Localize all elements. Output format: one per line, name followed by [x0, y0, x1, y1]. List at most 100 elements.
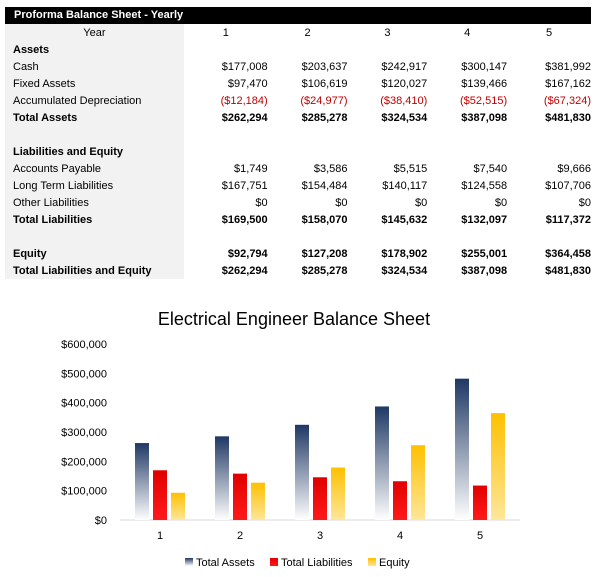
cell-value: $106,619 [301, 77, 348, 90]
row-label: Accounts Payable [5, 160, 184, 177]
bar-total-assets [455, 378, 469, 520]
cell-value: $145,632 [381, 213, 428, 226]
y-tick-label: $0 [95, 515, 107, 527]
cell-value [268, 126, 348, 143]
header-year: 2 [304, 26, 311, 39]
row-label: Cash [5, 58, 184, 75]
table-row: Equity $92,794 $127,208 $178,902 $255,001 $36… [5, 245, 591, 262]
y-tick-label: $500,000 [61, 368, 107, 380]
cell-value: $0 [335, 196, 348, 209]
row-label: Equity [5, 245, 184, 262]
cell-value [268, 143, 348, 160]
row-label: Total Liabilities and Equity [5, 262, 184, 279]
cell-value: $97,470 [227, 77, 268, 90]
cell-value: $364,458 [545, 247, 591, 260]
cell-value: $0 [255, 196, 268, 209]
cell-value: ($38,410) [380, 94, 428, 107]
cell-value: $324,534 [381, 111, 428, 124]
x-tick-label: 5 [477, 530, 483, 542]
header-year: 1 [222, 26, 229, 39]
header-year: 5 [545, 26, 553, 39]
y-tick-label: $600,000 [61, 339, 107, 351]
header-row: Year 1 2 3 4 5 [5, 24, 591, 41]
balance-chart: Electrical Engineer Balance Sheet $0 $100… [61, 309, 520, 569]
table-row [5, 228, 591, 245]
legend-swatch [270, 558, 278, 566]
row-label [5, 228, 184, 245]
cell-value [347, 126, 427, 143]
row-label: Fixed Assets [5, 75, 184, 92]
cell-value: $285,278 [301, 111, 348, 124]
cell-value [507, 228, 591, 245]
cell-value: ($67,324) [543, 94, 591, 107]
sheet-title: Proforma Balance Sheet - Yearly [5, 7, 591, 24]
cell-value: ($24,977) [300, 94, 348, 107]
cell-value: $7,540 [473, 162, 508, 175]
cell-value: $132,097 [461, 213, 508, 226]
x-tick-label: 2 [237, 530, 243, 542]
legend: Total Assets Total Liabilities Equity [185, 557, 410, 569]
cell-value [184, 41, 268, 58]
y-tick-label: $400,000 [61, 398, 107, 410]
cell-value: $178,902 [381, 247, 428, 260]
cell-value: $203,637 [301, 60, 348, 73]
cell-value [347, 228, 427, 245]
table-row: Accounts Payable $1,749 $3,586 $5,515 $7,540… [5, 160, 591, 177]
cell-value: $120,027 [381, 77, 428, 90]
cell-value: $140,117 [382, 179, 428, 192]
bar-equity [331, 467, 345, 520]
cell-value: $177,008 [221, 60, 268, 73]
cell-value: $381,992 [545, 60, 591, 73]
bar-total-assets [295, 424, 309, 520]
legend-swatch [185, 558, 193, 566]
cell-value: $0 [494, 196, 508, 209]
bar-equity [171, 492, 185, 520]
cell-value [507, 143, 591, 160]
table-row: Long Term Liabilities $167,751 $154,484 $14… [5, 177, 591, 194]
x-tick-label: 4 [397, 530, 403, 542]
chart-title: Electrical Engineer Balance Sheet [158, 309, 430, 329]
cell-value [507, 41, 591, 58]
cell-value: $324,534 [381, 264, 428, 277]
cell-value: $167,751 [221, 179, 268, 192]
cell-value: $262,294 [221, 264, 268, 277]
row-label: Liabilities and Equity [5, 143, 184, 160]
cell-value [347, 143, 427, 160]
cell-value: $262,294 [221, 111, 268, 124]
row-label: Accumulated Depreciation [5, 92, 184, 109]
cell-value [427, 126, 507, 143]
cell-value [184, 126, 268, 143]
row-label: Long Term Liabilities [5, 177, 184, 194]
header-year: 3 [384, 26, 391, 39]
cell-value: ($52,515) [460, 94, 508, 107]
legend-label: Total Liabilities [281, 557, 353, 569]
row-label [5, 126, 184, 143]
legend-label: Total Assets [196, 557, 255, 569]
bar-equity [251, 482, 265, 520]
cell-value: $139,466 [461, 77, 508, 90]
table-row: Accumulated Depreciation ($12,184) ($24,97… [5, 92, 591, 109]
cell-value: $481,830 [545, 264, 591, 277]
cell-value: $387,098 [461, 111, 508, 124]
cell-value: $9,666 [557, 162, 591, 175]
cell-value [427, 143, 507, 160]
table-row [5, 126, 591, 143]
cell-value [184, 143, 268, 160]
table-row: Total Liabilities and Equity $262,294 $285… [5, 262, 591, 279]
row-label: Total Assets [5, 109, 184, 126]
table-row: Total Assets $262,294 $285,278 $324,534 $387… [5, 109, 591, 126]
cell-value: $285,278 [301, 264, 348, 277]
cell-value: $127,208 [301, 247, 348, 260]
x-tick-label: 3 [317, 530, 323, 542]
cell-value [347, 41, 427, 58]
cell-value [268, 41, 348, 58]
cell-value [268, 228, 348, 245]
x-axis: 1 2 3 4 5 [157, 530, 483, 542]
bar-total-liabilities [153, 470, 167, 520]
cell-value: $167,162 [545, 77, 591, 90]
balance-sheet: Proforma Balance Sheet - Yearly Year 1 2 3 4… [5, 7, 591, 279]
cell-value: $5,515 [393, 162, 428, 175]
cell-value: ($12,184) [220, 94, 268, 107]
cell-value [507, 126, 591, 143]
bar-total-assets [375, 406, 389, 520]
